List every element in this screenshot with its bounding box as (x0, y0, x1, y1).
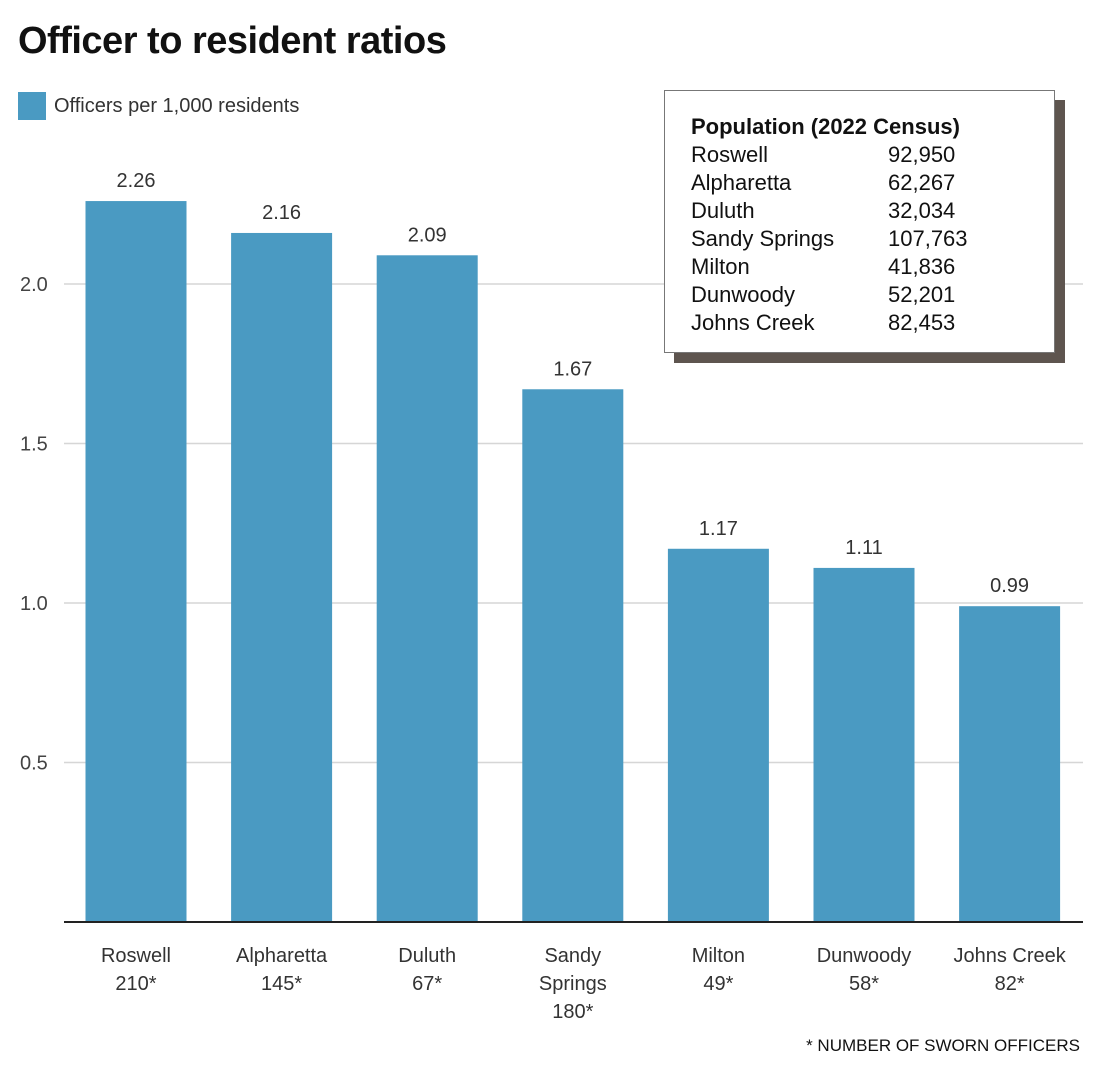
population-city: Alpharetta (691, 170, 792, 195)
officer-count: 58* (848, 973, 880, 995)
bar (813, 567, 915, 922)
y-tick-label: 0.5 (20, 753, 48, 775)
x-tick-label: Milton 49* (653, 942, 783, 998)
bar (376, 255, 478, 923)
bar (667, 548, 769, 922)
population-value: 107,763 (888, 226, 968, 251)
population-city: Johns Creek (691, 310, 815, 335)
population-box: Population (2022 Census) Roswell 92,950 Al… (664, 90, 1055, 353)
bar-value-label: 2.26 (117, 170, 156, 192)
officer-count: 145* (261, 973, 303, 995)
population-value: 62,267 (888, 170, 956, 195)
bar-value-label: 1.11 (845, 537, 882, 559)
category-name: Dunwoody (816, 945, 912, 967)
population-value: 41,836 (888, 254, 956, 279)
officer-count: 67* (412, 973, 443, 995)
bar-value-label: 2.09 (408, 224, 447, 246)
population-row: Milton 41,836 (691, 253, 1054, 281)
x-tick-label: Johns Creek 82* (945, 942, 1075, 998)
x-tick-label: Duluth 67* (362, 942, 492, 998)
category-name: Sandy Springs (538, 945, 607, 995)
legend-label: Officers per 1,000 residents (54, 94, 300, 117)
y-tick-label: 1.0 (20, 593, 48, 615)
x-tick-label: Sandy Springs 180* (528, 942, 618, 1026)
population-city: Duluth (691, 198, 755, 223)
population-city: Dunwoody (691, 282, 795, 307)
x-tick-label: Dunwoody 58* (799, 942, 929, 998)
population-row: Johns Creek 82,453 (691, 309, 1054, 337)
population-value: 32,034 (888, 198, 956, 223)
legend-swatch (18, 92, 46, 120)
population-city: Milton (691, 254, 750, 279)
y-tick-label: 2.0 (20, 274, 48, 296)
x-tick-label: Alpharetta 145* (217, 942, 347, 998)
population-value: 92,950 (888, 142, 956, 167)
legend: Officers per 1,000 residents (18, 92, 299, 120)
bar (959, 606, 1061, 922)
footnote: * NUMBER OF SWORN OFFICERS (806, 1036, 1080, 1055)
bar (231, 232, 333, 922)
category-name: Johns Creek (953, 945, 1066, 967)
category-name: Roswell (100, 945, 172, 967)
bar-value-label: 1.67 (553, 358, 592, 380)
population-city: Sandy Springs (691, 226, 835, 251)
bar (85, 201, 187, 922)
population-row: Roswell 92,950 (691, 141, 1054, 169)
bar-value-label: 1.17 (699, 518, 738, 540)
population-row: Dunwoody 52,201 (691, 281, 1054, 309)
category-name: Alpharetta (236, 945, 328, 967)
y-tick-label: 1.5 (20, 434, 48, 456)
bar-value-label: 0.99 (990, 575, 1029, 597)
population-city: Roswell (691, 142, 769, 167)
population-value: 82,453 (888, 310, 956, 335)
x-tick-label: Roswell 210* (71, 942, 201, 998)
bar (522, 389, 624, 922)
officer-count: 49* (703, 973, 734, 995)
officer-count: 180* (552, 1001, 594, 1023)
population-row: Alpharetta 62,267 (691, 169, 1054, 197)
population-title: Population (2022 Census) (691, 114, 960, 139)
officer-count: 210* (115, 973, 157, 995)
officer-count: 82* (994, 973, 1025, 995)
chart-title: Officer to resident ratios (18, 20, 447, 62)
category-name: Duluth (398, 945, 457, 967)
population-row: Duluth 32,034 (691, 197, 1054, 225)
population-row: Sandy Springs 107,763 (691, 225, 1054, 253)
population-value: 52,201 (888, 282, 956, 307)
bar-value-label: 2.16 (262, 202, 301, 224)
category-name: Milton (691, 945, 746, 967)
